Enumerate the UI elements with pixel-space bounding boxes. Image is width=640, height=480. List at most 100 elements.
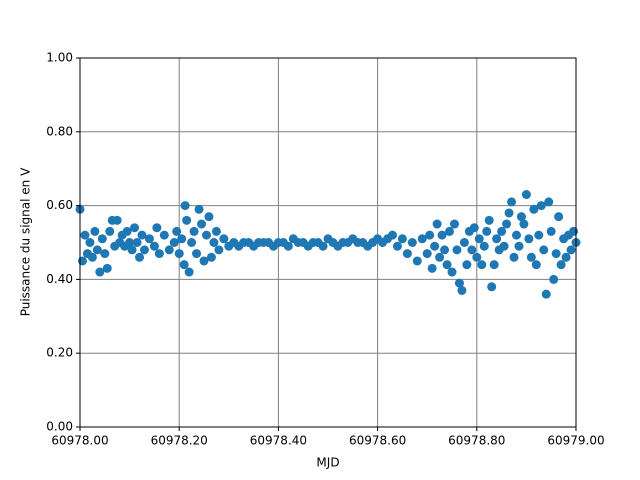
x-tick-label: 60978.00 — [51, 434, 108, 448]
point — [474, 234, 484, 244]
point — [546, 226, 556, 236]
point — [509, 252, 519, 262]
point — [92, 245, 102, 255]
point — [531, 260, 541, 270]
point — [487, 282, 497, 292]
point — [467, 245, 477, 255]
point — [214, 245, 224, 255]
point — [482, 226, 492, 236]
point — [539, 245, 549, 255]
x-tick-label: 60978.80 — [448, 434, 505, 448]
point — [492, 234, 502, 244]
point — [402, 249, 412, 259]
point — [445, 226, 455, 236]
y-tick-label: 0.60 — [46, 198, 73, 212]
point — [435, 252, 445, 262]
point — [392, 241, 402, 251]
point — [318, 241, 328, 251]
point — [169, 238, 179, 247]
point — [479, 241, 489, 251]
point — [516, 212, 526, 222]
point — [569, 226, 579, 236]
point — [211, 226, 221, 236]
point — [154, 249, 164, 259]
point — [137, 230, 147, 240]
point — [484, 215, 494, 225]
point — [125, 238, 135, 247]
point — [283, 241, 293, 251]
point — [407, 238, 417, 247]
point — [529, 204, 539, 214]
point — [180, 201, 190, 211]
point — [459, 238, 469, 247]
point — [549, 274, 559, 284]
point — [454, 278, 464, 288]
point — [521, 190, 531, 200]
point — [100, 249, 110, 259]
point — [85, 238, 95, 247]
y-tick-label: 1.00 — [46, 51, 73, 65]
point — [462, 260, 472, 270]
point — [122, 226, 132, 236]
point — [97, 234, 107, 244]
point — [112, 215, 122, 225]
point — [397, 234, 407, 244]
point — [87, 252, 97, 262]
y-tick-label: 0.80 — [46, 124, 73, 138]
point — [554, 212, 564, 222]
y-tick-label: 0.40 — [46, 272, 73, 286]
point — [534, 230, 544, 240]
point — [499, 241, 509, 251]
x-tick-label: 60978.40 — [250, 434, 307, 448]
point — [209, 238, 219, 247]
point — [561, 252, 571, 262]
point — [144, 234, 154, 244]
point — [489, 260, 499, 270]
point — [182, 215, 192, 225]
point — [526, 252, 536, 262]
point — [199, 256, 209, 266]
point — [472, 252, 482, 262]
point — [440, 245, 450, 255]
point — [536, 201, 546, 211]
point — [192, 249, 202, 259]
point — [556, 260, 566, 270]
point — [477, 260, 487, 270]
point — [504, 208, 514, 218]
point — [511, 230, 521, 240]
point — [164, 245, 174, 255]
point — [189, 226, 199, 236]
point — [219, 234, 229, 244]
point — [417, 234, 427, 244]
point — [194, 204, 204, 214]
point — [425, 230, 435, 240]
point — [204, 212, 214, 222]
point — [566, 245, 576, 255]
y-tick-label: 0.00 — [46, 420, 73, 434]
point — [430, 241, 440, 251]
point — [149, 241, 159, 251]
point — [469, 223, 479, 233]
point — [187, 238, 197, 247]
point — [524, 234, 534, 244]
point — [544, 197, 554, 207]
point — [514, 241, 524, 251]
point — [105, 226, 115, 236]
points — [75, 190, 581, 299]
point — [102, 263, 112, 273]
point — [152, 223, 162, 233]
point — [551, 249, 561, 259]
point — [95, 267, 105, 277]
point — [447, 267, 457, 277]
point — [519, 219, 529, 229]
x-tick-label: 60978.60 — [349, 434, 406, 448]
point — [90, 226, 100, 236]
point — [449, 219, 459, 229]
point — [541, 289, 551, 299]
point — [80, 230, 90, 240]
point — [502, 219, 512, 229]
point — [412, 256, 422, 266]
plot-frame — [79, 57, 577, 428]
point — [127, 245, 137, 255]
